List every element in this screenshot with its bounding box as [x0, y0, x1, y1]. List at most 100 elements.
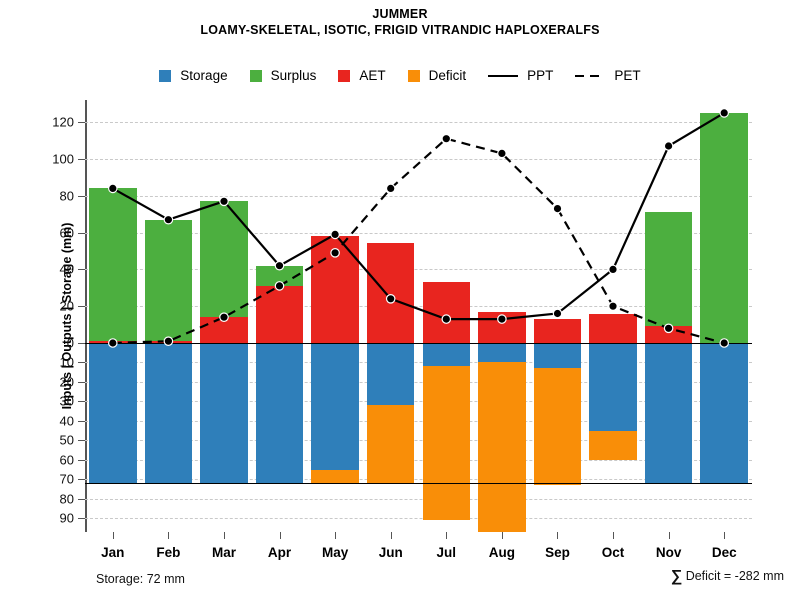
- bar-segment-deficit: [533, 368, 582, 486]
- legend-swatch-surplus: [249, 69, 262, 82]
- gridline-lower-50: [85, 440, 752, 442]
- marker-pet-jun: [385, 183, 396, 194]
- y-tick-60: [78, 232, 85, 234]
- bar-segment-deficit: [589, 430, 637, 460]
- y-tick-label-lower-60: 60: [59, 452, 74, 468]
- legend-item-storage[interactable]: Storage: [159, 68, 228, 83]
- bar-jan[interactable]: [89, 100, 137, 532]
- marker-pet-jan: [107, 338, 118, 348]
- bar-segment-surplus: [89, 188, 137, 342]
- bar-jun[interactable]: [366, 100, 415, 532]
- marker-ppt-aug: [497, 314, 507, 324]
- bar-segment-aet: [255, 285, 304, 343]
- marker-ppt-jan: [107, 183, 118, 194]
- x-tick-label-jun: Jun: [378, 545, 403, 560]
- bar-apr[interactable]: [255, 100, 304, 532]
- y-tick-label-0: 0: [66, 335, 74, 351]
- bar-segment-storage: [533, 343, 582, 369]
- marker-pet-sep: [552, 203, 563, 214]
- gridline-lower-90: [85, 518, 752, 520]
- gridline-lower-60: [85, 459, 752, 461]
- marker-ppt-dec: [719, 108, 729, 118]
- marker-pet-nov: [663, 323, 674, 334]
- x-tick-label-sep: Sep: [545, 545, 570, 560]
- x-tick-jun: [390, 532, 392, 539]
- gridline-upper-100: [85, 158, 752, 160]
- marker-ppt-nov: [663, 141, 674, 151]
- marker-pet-jul: [441, 133, 452, 144]
- legend-item-surplus[interactable]: Surplus: [249, 68, 317, 83]
- x-tick-jan: [112, 532, 114, 539]
- y-tick-label-80: 80: [59, 188, 74, 204]
- bar-segment-storage: [422, 343, 471, 367]
- y-tick-label-lower-80: 80: [59, 491, 74, 507]
- y-tick-label-lower-10: 10: [59, 354, 74, 370]
- bar-segment-surplus: [700, 112, 748, 343]
- chart-title: JUMMER LOAMY-SKELETAL, ISOTIC, FRIGID VI…: [0, 6, 800, 38]
- legend-label-deficit: Deficit: [428, 68, 467, 83]
- x-tick-dec: [724, 532, 726, 539]
- marker-pet-feb: [163, 336, 174, 346]
- storage-note: Storage: 72 mm: [96, 572, 185, 586]
- bar-segment-deficit: [366, 405, 415, 484]
- y-tick-label-lower-20: 20: [59, 374, 74, 390]
- legend-label-surplus: Surplus: [270, 68, 317, 83]
- y-tick-label-lower-40: 40: [59, 413, 74, 429]
- bar-segment-surplus: [644, 212, 693, 327]
- gridline-lower-70: [85, 479, 752, 481]
- bar-aug[interactable]: [478, 100, 526, 532]
- x-tick-jul: [446, 532, 448, 539]
- bar-segment-storage: [589, 343, 637, 431]
- marker-ppt-oct: [608, 264, 618, 275]
- bar-segment-storage: [700, 343, 748, 484]
- line-ppt: [112, 111, 725, 321]
- y-tick-label-lower-70: 70: [59, 471, 74, 487]
- bar-dec[interactable]: [700, 100, 748, 532]
- bar-segment-storage: [644, 343, 693, 484]
- y-tick-100: [78, 158, 85, 160]
- bar-segment-storage: [478, 343, 526, 363]
- chart-legend: Storage Surplus AET Deficit PPT PET: [0, 68, 800, 83]
- marker-ppt-jul: [441, 314, 452, 324]
- legend-item-pet[interactable]: PET: [575, 68, 641, 83]
- bar-segment-storage: [255, 343, 304, 484]
- legend-label-aet: AET: [359, 68, 386, 83]
- marker-pet-apr: [274, 281, 285, 291]
- y-tick-lower-90: [78, 518, 85, 520]
- legend-label-storage: Storage: [180, 68, 228, 83]
- y-tick-lower-40: [78, 420, 85, 422]
- marker-pet-dec: [719, 338, 729, 348]
- x-tick-label-oct: Oct: [601, 545, 625, 560]
- legend-label-pet: PET: [614, 68, 641, 83]
- bar-segment-deficit: [311, 469, 359, 484]
- bar-segment-deficit: [478, 362, 526, 532]
- bar-segment-storage: [366, 343, 415, 406]
- legend-item-aet[interactable]: AET: [338, 68, 386, 83]
- bar-segment-storage: [144, 343, 193, 484]
- marker-ppt-apr: [274, 260, 285, 271]
- legend-item-ppt[interactable]: PPT: [488, 68, 553, 83]
- x-tick-label-aug: Aug: [488, 545, 515, 560]
- marker-ppt-sep: [552, 308, 563, 319]
- bar-sep[interactable]: [533, 100, 582, 532]
- x-tick-label-feb: Feb: [156, 545, 181, 560]
- deficit-note: ∑ Deficit = -282 mm: [671, 568, 784, 586]
- bar-oct[interactable]: [589, 100, 637, 532]
- legend-item-deficit[interactable]: Deficit: [407, 68, 467, 83]
- gridline-upper-20: [85, 306, 752, 308]
- gridline-upper-40: [85, 269, 752, 271]
- bar-segment-storage: [200, 343, 248, 484]
- x-tick-apr: [279, 532, 281, 539]
- zero-line: [85, 343, 752, 344]
- y-tick-label-lower-30: 30: [59, 393, 74, 409]
- title-line-1: JUMMER: [372, 7, 428, 21]
- y-tick-label-20: 20: [59, 298, 74, 314]
- y-tick-lower-60: [78, 459, 85, 461]
- gridline-upper-80: [85, 195, 752, 197]
- y-tick-label-100: 100: [52, 151, 74, 167]
- x-tick-mar: [223, 532, 225, 539]
- bar-segment-aet: [589, 314, 637, 343]
- x-tick-feb: [168, 532, 170, 539]
- marker-pet-aug: [497, 148, 507, 159]
- gridline-lower-20: [85, 381, 752, 383]
